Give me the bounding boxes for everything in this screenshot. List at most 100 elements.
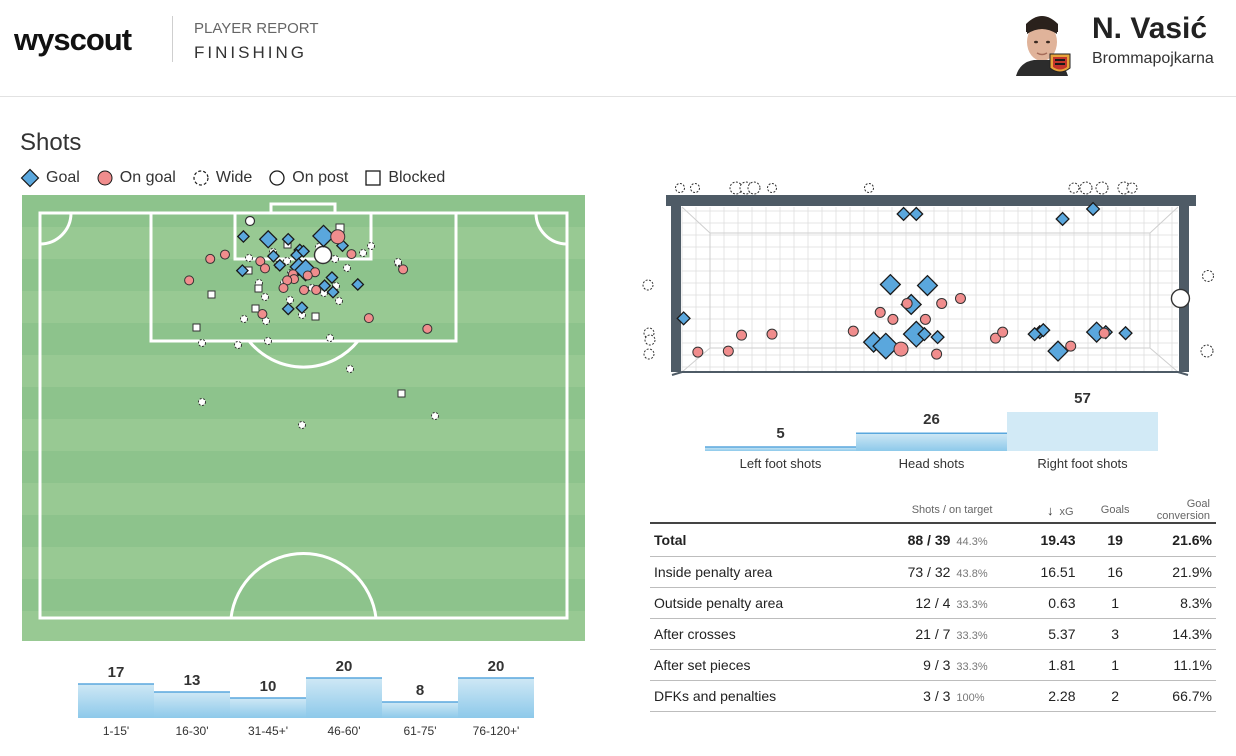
on-goal-shot-marker[interactable] <box>1065 340 1077 352</box>
goal-shot-marker[interactable] <box>1085 201 1101 217</box>
body-part-bar[interactable] <box>705 447 856 451</box>
on-goal-shot-marker[interactable] <box>722 345 734 357</box>
goal-shot-marker[interactable] <box>281 302 295 316</box>
on-goal-shot-marker[interactable] <box>692 346 704 358</box>
row-shots-value: 88 / 39 <box>907 532 951 548</box>
on-goal-shot-marker[interactable] <box>887 313 899 325</box>
on-goal-shot-marker[interactable] <box>1098 327 1110 339</box>
goal-shot-marker[interactable] <box>296 244 311 258</box>
shot-map-pitch <box>22 195 585 641</box>
body-part-bar-value: 26 <box>923 411 940 428</box>
on-goal-shot-marker[interactable] <box>422 323 433 334</box>
on-goal-shot-marker[interactable] <box>919 313 931 325</box>
goal-shot-marker[interactable] <box>916 274 939 297</box>
col-conversion[interactable]: Goal conversion <box>1150 498 1216 524</box>
goal-shot-marker[interactable] <box>235 264 249 278</box>
on-goal-shot-marker[interactable] <box>990 332 1002 344</box>
row-shots: 21 / 7 33.3% <box>858 618 999 650</box>
body-part-bar[interactable] <box>856 433 1007 451</box>
on-goal-shot-marker[interactable] <box>398 264 409 275</box>
row-on-target-pct: 43.8% <box>956 568 988 580</box>
goal-shot-marker[interactable] <box>896 206 911 222</box>
goal-shot-marker[interactable] <box>676 311 691 326</box>
goal-shot-marker[interactable] <box>325 270 339 285</box>
on-goal-shot-marker[interactable] <box>893 341 909 357</box>
minute-bar[interactable] <box>154 692 230 718</box>
col-xg[interactable]: ↓ xG <box>998 498 1080 524</box>
stats-row[interactable]: Inside penalty area 73 / 32 43.8% 16.51 16 21… <box>650 556 1216 588</box>
on-goal-shot-marker[interactable] <box>847 325 859 337</box>
on-goal-shot-marker[interactable] <box>874 306 886 318</box>
on-goal-shot-marker[interactable] <box>954 292 966 304</box>
on-goal-shot-marker[interactable] <box>302 270 313 281</box>
row-xg: 0.63 <box>998 587 1080 619</box>
stats-row[interactable]: Outside penalty area 12 / 4 33.3% 0.63 1 8.3% <box>650 587 1216 619</box>
goal-shot-marker[interactable] <box>1047 340 1069 362</box>
minute-bar[interactable] <box>78 684 154 718</box>
minute-bar[interactable] <box>306 678 382 718</box>
on-goal-shot-marker[interactable] <box>736 329 748 341</box>
minute-bar[interactable] <box>382 702 458 718</box>
on-goal-shot-marker[interactable] <box>901 297 913 309</box>
on-goal-shot-marker[interactable] <box>205 253 216 264</box>
on-goal-shot-marker[interactable] <box>299 285 310 296</box>
goal-shot-marker[interactable] <box>281 232 295 246</box>
legend-label: On post <box>292 169 349 186</box>
wide-dashed-circle-icon <box>193 170 209 186</box>
goal-shot-marker[interactable] <box>351 277 365 292</box>
goal-shot-marker[interactable] <box>909 206 924 222</box>
on-goal-shot-marker[interactable] <box>260 263 271 274</box>
minute-bar[interactable] <box>458 678 534 718</box>
row-conversion: 8.3% <box>1150 587 1216 619</box>
minute-bar[interactable] <box>230 698 306 718</box>
legend-blocked: Blocked <box>364 169 445 187</box>
goal-shot-marker[interactable] <box>879 273 902 296</box>
goal-shot-marker[interactable] <box>1027 326 1042 342</box>
col-goals[interactable]: Goals <box>1079 498 1151 524</box>
goal-shot-marker[interactable] <box>295 301 309 315</box>
row-conversion: 21.9% <box>1150 556 1216 588</box>
goal-shot-marker[interactable] <box>318 279 332 293</box>
goal-shot-marker[interactable] <box>930 329 945 345</box>
on-goal-shot-marker[interactable] <box>255 256 266 267</box>
on-goal-shot-marker[interactable] <box>931 348 943 360</box>
row-label: After set pieces <box>650 649 859 681</box>
stats-row[interactable]: After set pieces 9 / 3 33.3% 1.81 1 11.1% <box>650 649 1216 681</box>
on-post-shot-marker[interactable] <box>1170 288 1191 309</box>
on-goal-shot-marker[interactable] <box>766 328 778 340</box>
goal-shot-marker[interactable] <box>312 224 336 248</box>
on-goal-shot-marker[interactable] <box>936 297 948 309</box>
body-part-bar-label: Left foot shots <box>740 456 822 471</box>
on-goal-shot-marker[interactable] <box>219 249 230 260</box>
on-goal-shot-marker[interactable] <box>257 309 268 320</box>
stats-row[interactable]: Total 88 / 39 44.3% 19.43 19 21.6% <box>650 523 1216 557</box>
goal-shot-marker[interactable] <box>258 229 278 249</box>
goal-shot-marker[interactable] <box>236 229 250 244</box>
goal-shot-marker[interactable] <box>266 249 281 263</box>
on-goal-shot-marker[interactable] <box>184 275 195 286</box>
stats-row[interactable]: After crosses 21 / 7 33.3% 5.37 3 14.3% <box>650 618 1216 650</box>
on-goal-shot-marker[interactable] <box>363 313 374 324</box>
minute-bar-label: 31-45+' <box>248 724 288 738</box>
blocked-square-icon <box>365 170 381 186</box>
body-part-bar[interactable] <box>1007 412 1158 451</box>
row-on-target-pct: 44.3% <box>956 536 988 548</box>
goal-shot-marker[interactable] <box>273 258 287 272</box>
goal-shot-marker[interactable] <box>1118 325 1133 341</box>
stats-row[interactable]: DFKs and penalties 3 / 3 100% 2.28 2 66.7% <box>650 680 1216 712</box>
row-xg: 19.43 <box>998 523 1080 557</box>
on-goal-shot-marker[interactable] <box>346 249 357 260</box>
on-goal-shot-marker[interactable] <box>997 326 1009 338</box>
goal-shot-marker[interactable] <box>326 285 340 299</box>
body-part-bar-label: Head shots <box>899 456 965 471</box>
on-goal-shot-marker[interactable] <box>311 285 322 296</box>
on-goal-shot-marker[interactable] <box>330 229 346 245</box>
goal-shot-marker[interactable] <box>917 326 932 342</box>
goal-shot-marker[interactable] <box>1055 211 1070 227</box>
col-shots[interactable]: Shots / on target <box>858 498 999 524</box>
goal-shot-marker[interactable] <box>872 332 900 360</box>
legend-wide: Wide <box>192 169 252 187</box>
on-goal-shot-marker[interactable] <box>278 283 289 294</box>
goal-shot-marker[interactable] <box>902 320 930 348</box>
row-shots-value: 9 / 3 <box>923 657 951 673</box>
